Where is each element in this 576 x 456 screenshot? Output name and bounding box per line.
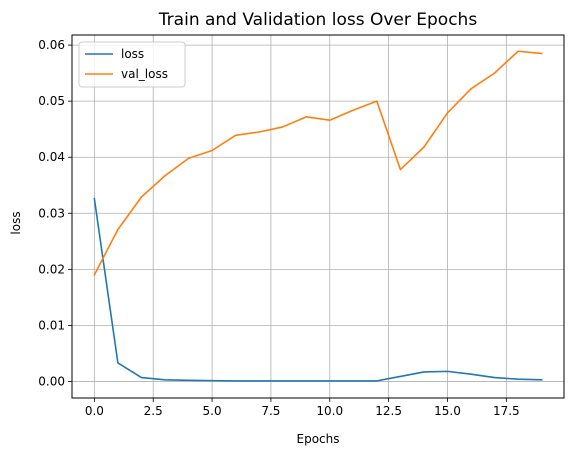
- x-tick-label: 17.5: [493, 404, 520, 418]
- legend-label: val_loss: [121, 67, 168, 81]
- x-axis-label: Epochs: [297, 432, 340, 446]
- y-tick-label: 0.00: [38, 374, 65, 388]
- x-tick-label: 2.5: [144, 404, 163, 418]
- y-tick-label: 0.03: [38, 206, 65, 220]
- plot-area: [72, 35, 564, 398]
- x-tick-label: 7.5: [261, 404, 280, 418]
- y-tick-label: 0.06: [38, 38, 65, 52]
- x-tick-label: 10.0: [316, 404, 343, 418]
- y-tick-label: 0.02: [38, 262, 65, 276]
- x-tick-label: 15.0: [434, 404, 461, 418]
- series-layer: [93, 50, 543, 382]
- y-axis-label: loss: [9, 211, 23, 234]
- x-tick-label: 5.0: [203, 404, 222, 418]
- y-tick-label: 0.04: [38, 150, 65, 164]
- x-tick-label: 0.0: [85, 404, 104, 418]
- legend-label: loss: [121, 47, 144, 61]
- legend: loss val_loss: [78, 41, 186, 88]
- grid: [72, 35, 564, 398]
- plot-frame: [71, 34, 565, 399]
- series-line-loss: [93, 197, 543, 382]
- y-tick-label: 0.05: [38, 94, 65, 108]
- y-tick-label: 0.01: [38, 318, 65, 332]
- chart-title: Train and Validation loss Over Epochs: [158, 10, 478, 30]
- ticks: 0.0 2.5 5.0 7.5 10.0 12.5 15.0 17.5 0.00 0.01 0.02…: [38, 38, 519, 418]
- x-tick-label: 12.5: [375, 404, 402, 418]
- series-line-val-loss: [93, 50, 543, 277]
